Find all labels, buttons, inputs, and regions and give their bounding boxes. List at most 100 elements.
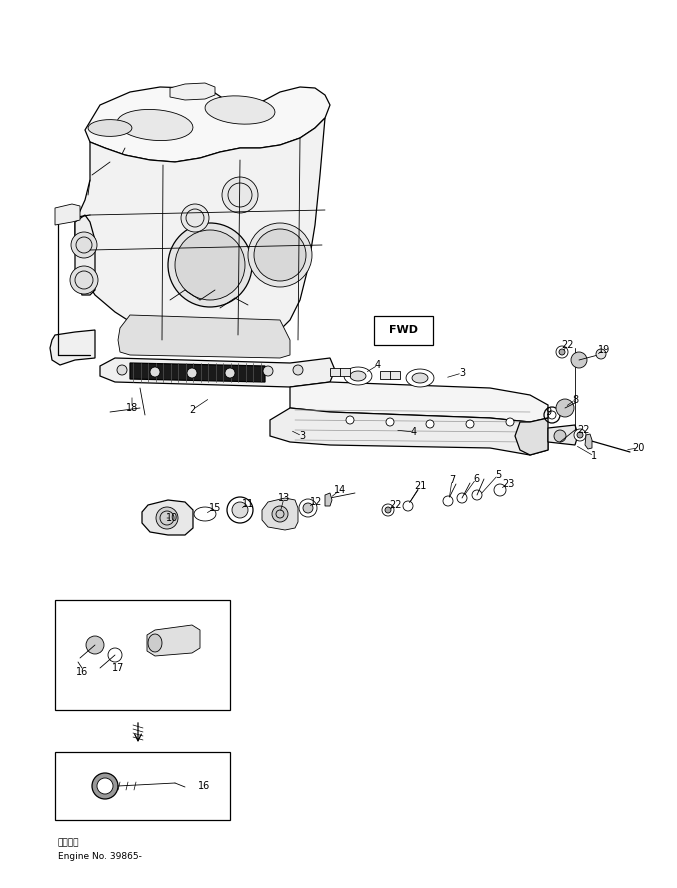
Text: 3: 3	[459, 368, 465, 378]
Text: 11: 11	[242, 499, 254, 509]
Text: 3: 3	[299, 431, 305, 441]
Polygon shape	[330, 368, 350, 376]
Polygon shape	[55, 204, 80, 225]
Polygon shape	[118, 315, 290, 358]
Text: 18: 18	[126, 403, 138, 413]
Text: FWD: FWD	[389, 325, 418, 335]
Polygon shape	[344, 367, 372, 385]
Polygon shape	[205, 96, 275, 124]
Text: 6: 6	[473, 474, 479, 484]
Text: 10: 10	[166, 513, 178, 523]
Circle shape	[299, 499, 317, 517]
Bar	[55, 752, 230, 820]
Circle shape	[443, 496, 453, 506]
Circle shape	[168, 223, 252, 307]
Circle shape	[472, 490, 482, 500]
Circle shape	[225, 368, 235, 378]
Polygon shape	[142, 500, 193, 535]
Polygon shape	[325, 493, 332, 506]
Polygon shape	[100, 358, 335, 387]
Polygon shape	[147, 625, 200, 656]
Circle shape	[554, 430, 566, 442]
Circle shape	[263, 366, 273, 376]
Bar	[55, 600, 230, 710]
Polygon shape	[88, 120, 132, 137]
Circle shape	[457, 493, 467, 503]
Circle shape	[574, 429, 586, 441]
Circle shape	[559, 349, 565, 355]
Polygon shape	[170, 83, 215, 100]
Circle shape	[232, 502, 248, 518]
Circle shape	[346, 416, 354, 424]
Text: Engine No. 39865-: Engine No. 39865-	[58, 852, 142, 861]
Circle shape	[293, 365, 303, 375]
Circle shape	[108, 648, 122, 662]
Polygon shape	[380, 371, 400, 379]
Circle shape	[181, 204, 209, 232]
Circle shape	[556, 346, 568, 358]
Polygon shape	[262, 498, 298, 530]
Text: 20: 20	[632, 443, 645, 453]
Circle shape	[385, 507, 391, 513]
Circle shape	[92, 773, 118, 799]
Circle shape	[71, 232, 97, 258]
Circle shape	[227, 497, 253, 523]
Text: 13: 13	[278, 493, 290, 503]
Circle shape	[272, 506, 288, 522]
Text: 4: 4	[411, 427, 417, 437]
Polygon shape	[85, 87, 330, 162]
Text: 15: 15	[209, 503, 221, 513]
Text: 12: 12	[310, 497, 322, 507]
Circle shape	[117, 365, 127, 375]
Circle shape	[506, 418, 514, 426]
Polygon shape	[75, 118, 325, 345]
Circle shape	[156, 507, 178, 529]
Circle shape	[386, 418, 394, 426]
Circle shape	[97, 778, 113, 794]
Polygon shape	[350, 371, 366, 381]
Polygon shape	[148, 634, 162, 652]
Polygon shape	[270, 408, 548, 455]
Polygon shape	[412, 373, 428, 383]
Polygon shape	[75, 215, 95, 295]
Circle shape	[254, 229, 306, 281]
Text: 5: 5	[495, 470, 501, 480]
Text: 21: 21	[414, 481, 427, 491]
Polygon shape	[50, 330, 95, 365]
Circle shape	[403, 501, 413, 511]
Circle shape	[70, 266, 98, 294]
Circle shape	[222, 177, 258, 213]
Circle shape	[556, 399, 574, 417]
Circle shape	[150, 367, 160, 377]
Text: 14: 14	[334, 485, 346, 495]
Circle shape	[466, 420, 474, 428]
Circle shape	[426, 420, 434, 428]
Text: 23: 23	[502, 479, 515, 489]
Circle shape	[175, 230, 245, 300]
Circle shape	[248, 223, 312, 287]
FancyBboxPatch shape	[374, 316, 433, 345]
Circle shape	[596, 349, 606, 359]
Polygon shape	[290, 382, 548, 422]
Text: 22: 22	[390, 500, 402, 510]
Text: 4: 4	[375, 360, 381, 370]
Polygon shape	[548, 425, 578, 445]
Circle shape	[494, 484, 506, 496]
Circle shape	[571, 352, 587, 368]
Text: 8: 8	[572, 395, 578, 405]
Circle shape	[382, 504, 394, 516]
Text: 17: 17	[112, 663, 124, 673]
Polygon shape	[406, 369, 434, 387]
Circle shape	[86, 636, 104, 654]
Polygon shape	[130, 363, 265, 382]
Circle shape	[577, 432, 583, 438]
Text: 7: 7	[449, 475, 455, 485]
Polygon shape	[515, 418, 548, 455]
Circle shape	[187, 368, 197, 378]
Text: 9: 9	[545, 407, 551, 417]
Text: 1: 1	[591, 451, 597, 461]
Text: 22: 22	[577, 425, 590, 435]
Text: 16: 16	[198, 781, 211, 791]
Text: 適用底機: 適用底機	[58, 838, 79, 847]
Polygon shape	[585, 434, 592, 449]
